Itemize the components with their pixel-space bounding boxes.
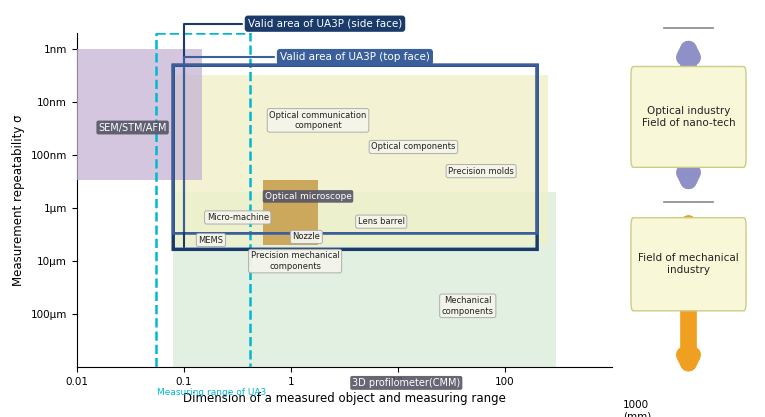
- Text: Precision mechanical
components: Precision mechanical components: [251, 251, 340, 271]
- Text: 1000
(mm): 1000 (mm): [623, 400, 651, 417]
- FancyBboxPatch shape: [631, 67, 746, 167]
- Text: Optical components: Optical components: [371, 143, 456, 151]
- Text: Mechanical
components: Mechanical components: [441, 296, 493, 316]
- Text: Optical industry
Field of nano-tech: Optical industry Field of nano-tech: [642, 106, 735, 128]
- Bar: [263, 181, 318, 245]
- Text: Optical communication
component: Optical communication component: [269, 111, 366, 130]
- Text: 3D profilometer(CMM): 3D profilometer(CMM): [352, 378, 461, 388]
- Text: SEM/STM/AFM: SEM/STM/AFM: [99, 123, 167, 133]
- X-axis label: Dimension of a measured object and measuring range: Dimension of a measured object and measu…: [183, 392, 506, 405]
- Text: Measuring range of UA3: Measuring range of UA3: [158, 388, 267, 397]
- Bar: [76, 49, 203, 181]
- FancyBboxPatch shape: [631, 218, 746, 311]
- Text: Lens barrel: Lens barrel: [358, 217, 405, 226]
- Bar: [156, 33, 250, 404]
- Bar: [173, 192, 556, 404]
- Text: MEMS: MEMS: [198, 236, 223, 244]
- Y-axis label: Measurement repeatability σ: Measurement repeatability σ: [11, 114, 24, 286]
- Text: Field of mechanical
industry: Field of mechanical industry: [638, 254, 739, 275]
- Text: Precision molds: Precision molds: [448, 167, 514, 176]
- Text: Micro-machine: Micro-machine: [207, 213, 269, 222]
- Text: Valid area of UA3P (side face): Valid area of UA3P (side face): [184, 19, 402, 246]
- Text: Valid area of UA3P (top face): Valid area of UA3P (top face): [184, 52, 430, 231]
- Text: Nozzle: Nozzle: [292, 232, 321, 241]
- Bar: [173, 75, 548, 245]
- Text: Optical microscope: Optical microscope: [265, 192, 351, 201]
